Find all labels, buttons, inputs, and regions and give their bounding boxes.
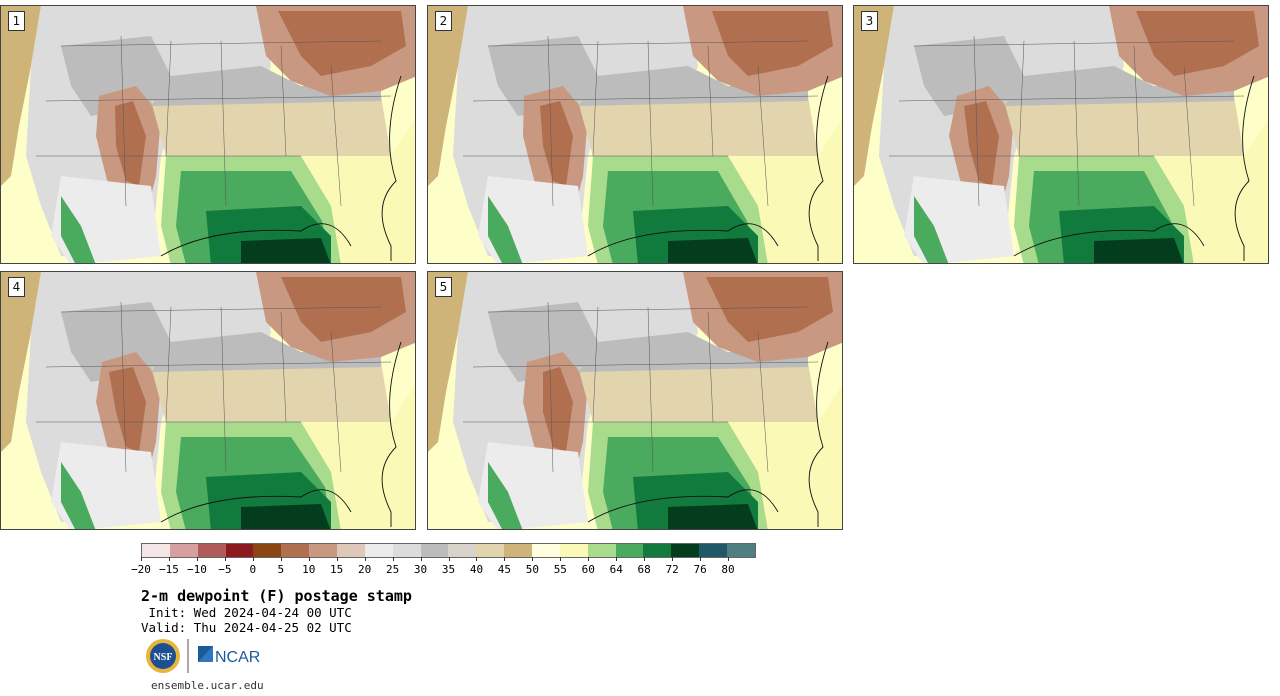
- colorbar-swatch: [643, 544, 672, 557]
- colorbar-tick-mark: [560, 557, 562, 561]
- colorbar-tick-label: −20: [131, 563, 151, 576]
- colorbar-swatch: [559, 544, 588, 557]
- nsf-logo: NSF: [146, 639, 180, 673]
- dewpoint-map: [1, 272, 415, 529]
- colorbar-tick-mark: [644, 557, 646, 561]
- nsf-logo-text: NSF: [154, 652, 173, 663]
- colorbar-swatch: [699, 544, 728, 557]
- dewpoint-map: [428, 272, 842, 529]
- panel-3: 3: [853, 5, 1269, 264]
- colorbar-swatch: [253, 544, 282, 557]
- colorbar-tick-mark: [728, 557, 730, 561]
- colorbar-tick-mark: [168, 557, 170, 561]
- logos: NSF NCAR: [146, 639, 260, 673]
- colorbar-tick-label: 20: [358, 563, 372, 576]
- colorbar-swatch: [337, 544, 365, 557]
- colorbar-tick-label: 35: [441, 563, 456, 576]
- colorbar-tick-label: 5: [277, 563, 285, 576]
- colorbar-tick-mark: [308, 557, 310, 561]
- colorbar-tick-mark: [672, 557, 674, 561]
- colorbar-swatch: [309, 544, 338, 557]
- colorbar-tick-mark: [196, 557, 198, 561]
- colorbar-swatch: [727, 544, 755, 557]
- colorbar-tick-label: 76: [693, 563, 707, 576]
- colorbar-swatch: [364, 544, 393, 557]
- panel-4: 4: [0, 271, 416, 530]
- colorbar-tick-mark: [336, 557, 338, 561]
- colorbar-tick-label: −15: [159, 563, 179, 576]
- colorbar-tick-label: 68: [637, 563, 651, 576]
- ncar-logo: NCAR: [198, 646, 260, 666]
- colorbar-tick-label: 45: [497, 563, 512, 576]
- panel-number: 2: [435, 11, 452, 31]
- colorbar-swatch: [504, 544, 533, 557]
- colorbar-swatch: [671, 544, 700, 557]
- colorbar-tick-mark: [420, 557, 422, 561]
- panel-number: 5: [435, 277, 452, 297]
- colorbar-tick-label: 55: [553, 563, 567, 576]
- colorbar-swatch: [197, 544, 226, 557]
- colorbar-tick-label: 25: [385, 563, 400, 576]
- plot-title: 2-m dewpoint (F) postage stamp: [141, 587, 412, 605]
- dewpoint-map: [428, 6, 842, 263]
- panel-number: 4: [8, 277, 25, 297]
- panel-2: 2: [427, 5, 843, 264]
- footer-url: ensemble.ucar.edu: [151, 679, 264, 692]
- colorbar-tick-mark: [616, 557, 618, 561]
- colorbar-tick-mark: [476, 557, 478, 561]
- colorbar-tick-label: −5: [218, 563, 232, 576]
- colorbar-tick-mark: [588, 557, 590, 561]
- colorbar-swatch: [532, 544, 560, 557]
- colorbar-swatch: [225, 544, 254, 557]
- colorbar-tick-label: 50: [525, 563, 539, 576]
- colorbar-tick-label: 40: [469, 563, 484, 576]
- colorbar: −20 −15 −10 −5 0 5 10 15 20 25 30 35 40 45 50 55 60 64 68 7…: [131, 543, 756, 583]
- panel-5: 5: [427, 271, 843, 530]
- colorbar-tick-label: 60: [581, 563, 595, 576]
- colorbar-tick-mark: [252, 557, 254, 561]
- panel-number: 1: [8, 11, 25, 31]
- colorbar-swatch: [420, 544, 449, 557]
- colorbar-swatch: [392, 544, 421, 557]
- colorbar-tick-mark: [392, 557, 394, 561]
- colorbar-swatch: [448, 544, 477, 557]
- dewpoint-map: [1, 6, 415, 263]
- colorbar-tick-mark: [280, 557, 282, 561]
- colorbar-swatch: [587, 544, 616, 557]
- colorbar-swatches: [141, 543, 756, 558]
- colorbar-tick-label: 30: [413, 563, 428, 576]
- dewpoint-map: [854, 6, 1268, 263]
- colorbar-swatch: [476, 544, 505, 557]
- colorbar-tick-mark: [532, 557, 534, 561]
- colorbar-swatch: [142, 544, 170, 557]
- colorbar-tick-label: −10: [186, 563, 207, 576]
- colorbar-tick-mark: [364, 557, 366, 561]
- colorbar-tick-mark: [700, 557, 702, 561]
- init-time: Init: Wed 2024-04-24 00 UTC: [141, 605, 352, 620]
- colorbar-tick-label: 0: [249, 563, 257, 576]
- colorbar-swatch: [169, 544, 198, 557]
- colorbar-tick-label: 64: [609, 563, 623, 576]
- colorbar-tick-mark: [504, 557, 506, 561]
- colorbar-tick-label: 15: [330, 563, 344, 576]
- colorbar-tick-label: 80: [721, 563, 735, 576]
- colorbar-tick-mark: [141, 557, 142, 561]
- colorbar-tick-mark: [224, 557, 226, 561]
- colorbar-swatch: [281, 544, 310, 557]
- panel-1: 1: [0, 5, 416, 264]
- colorbar-tick-label: 10: [302, 563, 316, 576]
- colorbar-tick-label: 72: [665, 563, 679, 576]
- colorbar-swatch: [615, 544, 644, 557]
- valid-time: Valid: Thu 2024-04-25 02 UTC: [141, 620, 352, 635]
- panel-number: 3: [861, 11, 878, 31]
- ncar-logo-text: NCAR: [215, 649, 260, 666]
- colorbar-tick-mark: [448, 557, 450, 561]
